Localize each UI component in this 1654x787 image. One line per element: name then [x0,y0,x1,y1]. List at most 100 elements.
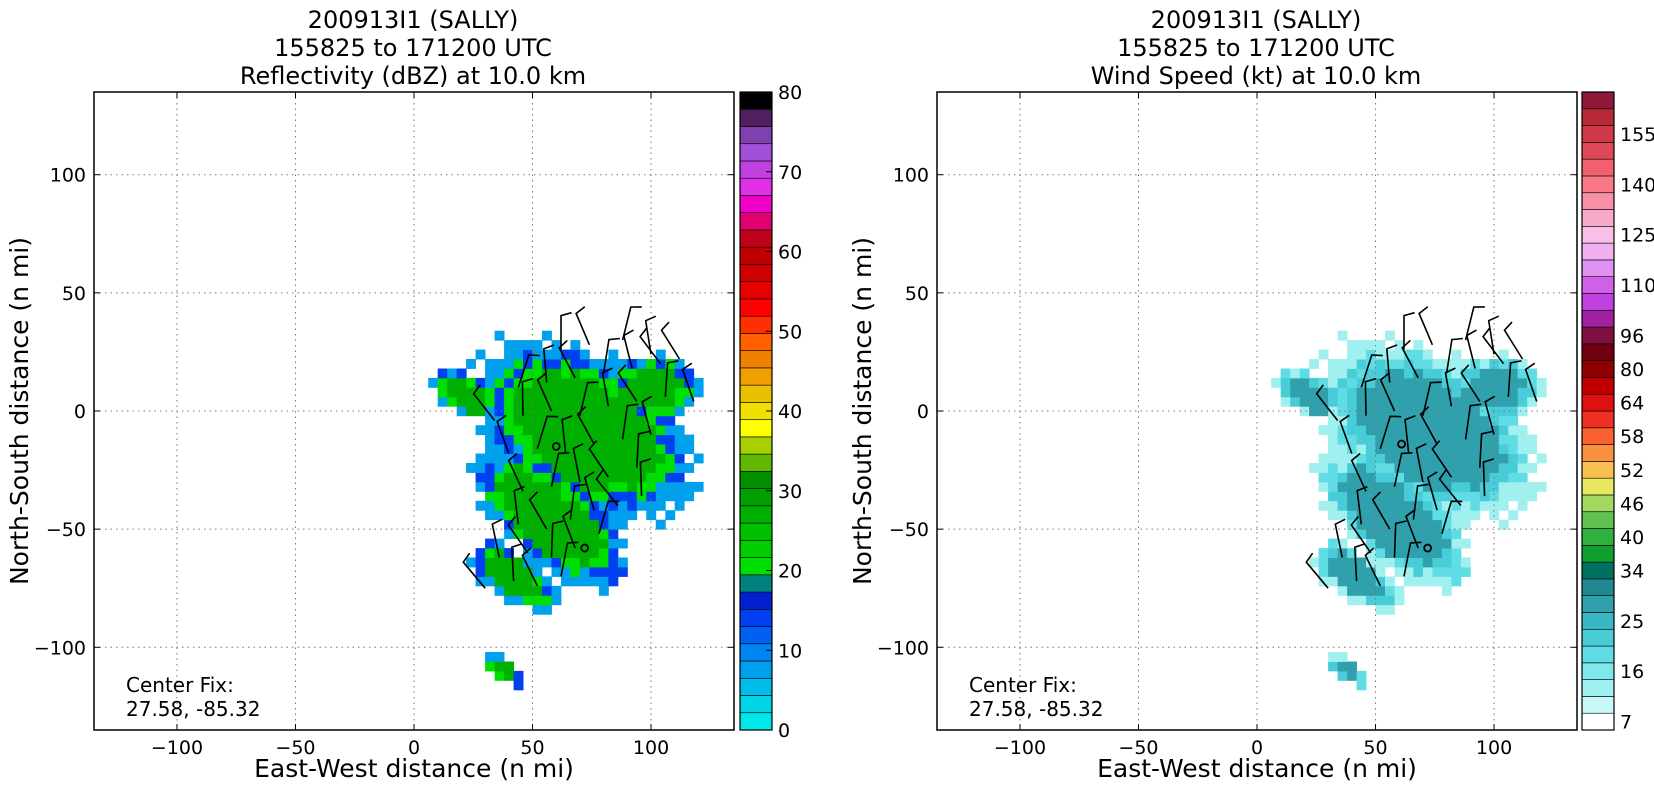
field-cell [627,387,638,398]
field-cell [561,510,571,521]
field-cell [1347,453,1357,464]
field-cell [693,377,704,388]
field-cell [665,463,676,473]
field-cell [1385,425,1395,436]
field-cell [523,340,533,350]
field-cell [1489,359,1500,369]
field-cell [655,349,666,360]
colorbar-tick-label: 125 [1620,225,1654,247]
field-cell [1536,453,1547,464]
colorbar-cell [1581,158,1615,177]
field-cell [1441,396,1452,407]
field-cell [1470,472,1481,483]
field-cell [485,576,495,587]
field-cell [532,340,543,350]
field-cell [561,491,571,502]
field-cell [513,481,524,492]
field-cell [1479,453,1490,464]
field-cell [504,463,514,473]
field-cell [513,576,524,587]
field-cell [1385,529,1395,539]
field-cell [504,472,514,483]
field-cell [1404,415,1414,426]
field-cell [1489,453,1500,464]
field-cell [1356,444,1367,454]
field-cell [693,453,704,464]
wind-barb [1479,430,1493,468]
field-cell [447,396,458,407]
field-cell [1328,491,1338,502]
field-cell [1347,576,1357,587]
x-tick-label: 50 [520,737,544,759]
field-cell [674,425,685,436]
field-cell [1460,510,1471,521]
wind-barb [496,414,510,454]
field-cell [646,463,657,473]
field-cell [1337,330,1348,341]
field-cell [1394,396,1405,407]
field-cell [617,472,628,483]
field-cell [665,368,676,379]
field-cell [485,548,495,558]
field-cell [1536,481,1547,492]
wind-barb [583,471,595,511]
field-cell [1460,444,1471,454]
field-cell [1498,463,1509,473]
field-cell [523,548,533,558]
field-cell [532,567,543,577]
field-cell [598,444,609,454]
field-cell [1337,444,1348,454]
field-cell [608,557,619,568]
field-cell [665,359,676,369]
colorbar-tick-label: 7 [1620,712,1632,734]
field-cell [542,491,552,502]
field-cell [1413,576,1424,587]
field-cell [1366,368,1376,379]
field-cell [1356,500,1367,511]
field-cell [504,387,514,398]
field-cell [1394,472,1405,483]
field-cell [1470,406,1481,417]
wind-barb [1418,306,1434,346]
field-cell [494,652,505,662]
field-cell [1366,387,1376,398]
field-cell [1451,444,1462,454]
field-cell [466,359,476,369]
field-cell [570,415,581,426]
field-cell [561,500,571,511]
field-cell [485,359,495,369]
field-cell [1385,595,1395,606]
field-cell [485,368,495,379]
field-cell [475,472,486,483]
field-cell [589,567,600,577]
field-cell [1413,510,1424,521]
field-cell [1280,387,1291,398]
field-cell [1479,463,1490,473]
field-cell [551,500,562,511]
colorbar-cell [739,350,773,369]
field-cell [523,444,533,454]
colorbar-cell [1581,645,1615,664]
field-cell [1375,519,1386,530]
field-cell [655,519,666,530]
field-cell [1517,425,1528,436]
field-cell [1441,519,1452,530]
field-cell [551,340,562,350]
field-cell [1280,396,1291,407]
field-cell [627,453,638,464]
field-cell [1375,377,1386,388]
field-cell [532,538,543,549]
field-cell [1347,396,1357,407]
field-cell [513,368,524,379]
field-cell [1328,661,1338,672]
field-cell [523,415,533,426]
colorbar-tick-label: 80 [778,82,802,104]
field-cell [1422,529,1433,539]
field-cell [1489,444,1500,454]
center-fix-value: 27.58, -85.32 [126,697,260,721]
wind-barb [1360,354,1383,388]
colorbar-cell [739,643,773,662]
field-cell [1404,472,1414,483]
field-cell [1337,481,1348,492]
field-cell [617,567,628,577]
